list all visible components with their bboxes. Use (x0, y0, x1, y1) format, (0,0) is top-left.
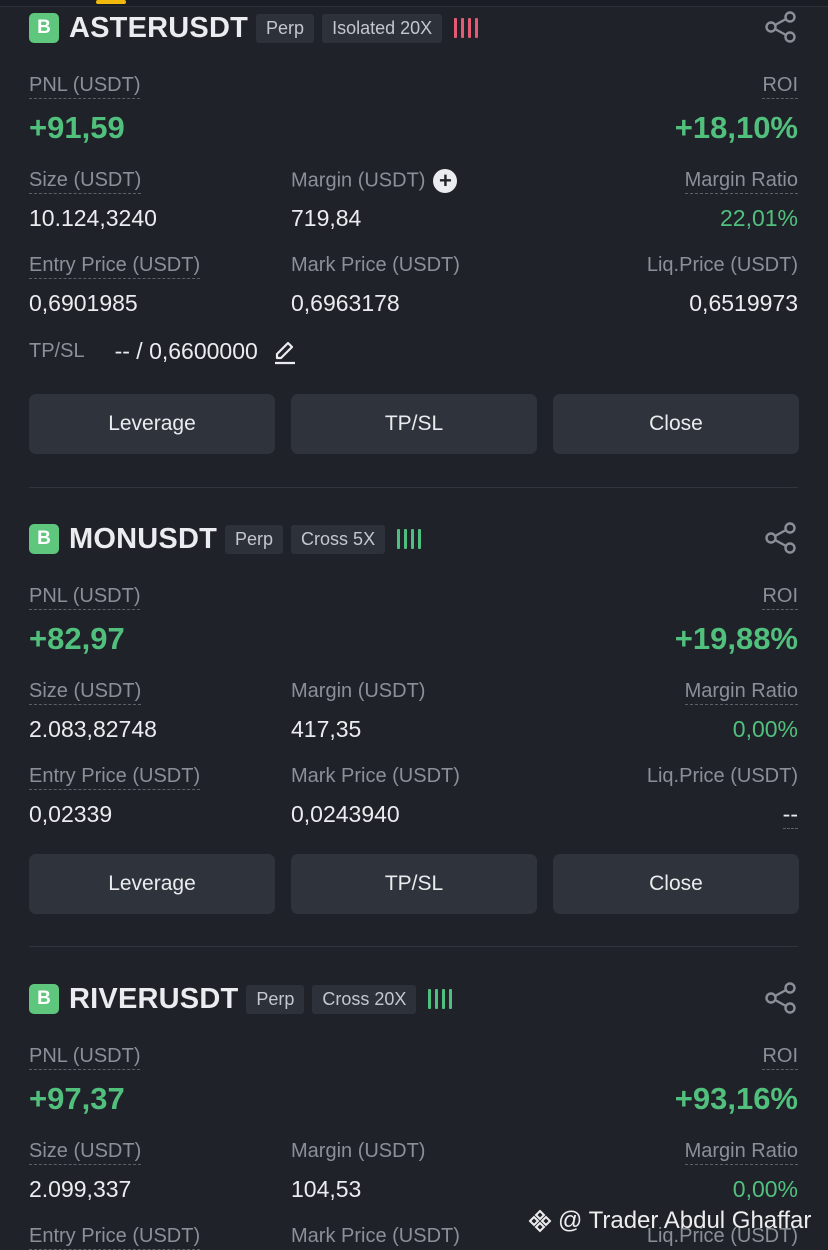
close-button[interactable]: Close (553, 854, 799, 914)
tpsl-button[interactable]: TP/SL (291, 854, 537, 914)
margin-label: Margin (USDT) (291, 680, 426, 702)
tpsl-value: -- / 0,6600000 (114, 338, 258, 364)
risk-level-icon (454, 16, 479, 40)
margin-ratio-value: 0,00% (732, 716, 798, 742)
size-label[interactable]: Size (USDT) (29, 1140, 142, 1165)
pnl-value: +97,37 (29, 1081, 125, 1116)
margin-label: Margin (USDT) (291, 169, 426, 192)
size-value: 2.099,337 (29, 1176, 132, 1202)
margin-label-wrap: Margin (USDT) + (291, 169, 458, 193)
perp-tag: Perp (256, 13, 315, 43)
position-header: B MONUSDT Perp Cross 5X (29, 519, 422, 559)
entry-price-value: 0,6901985 (29, 290, 138, 316)
tpsl-label: TP/SL (29, 340, 85, 362)
size-value: 10.124,3240 (29, 205, 157, 231)
margin-value: 417,35 (291, 716, 362, 742)
size-value: 2.083,82748 (29, 716, 157, 742)
liq-price-label: Liq.Price (USDT) (646, 1225, 798, 1247)
share-icon[interactable] (764, 521, 798, 555)
leverage-button[interactable]: Leverage (29, 854, 275, 914)
position-header: B RIVERUSDT Perp Cross 20X (29, 979, 453, 1019)
margin-mode-tag: Isolated 20X (322, 13, 443, 43)
position-header: B ASTERUSDT Perp Isolated 20X (29, 8, 479, 48)
share-icon[interactable] (764, 10, 798, 44)
symbol-title[interactable]: MONUSDT (69, 522, 218, 555)
margin-value: 104,53 (291, 1176, 362, 1202)
share-icon[interactable] (764, 981, 798, 1015)
pnl-label[interactable]: PNL (USDT) (29, 1045, 141, 1070)
mark-price-label: Mark Price (USDT) (291, 1225, 460, 1247)
active-tab-indicator (96, 0, 126, 4)
entry-price-value: 0,02339 (29, 801, 113, 827)
roi-label[interactable]: ROI (762, 585, 798, 610)
pnl-value: +91,59 (29, 110, 125, 145)
symbol-title[interactable]: RIVERUSDT (69, 982, 239, 1015)
liq-price-value: 0,6519973 (689, 290, 798, 316)
buy-side-badge: B (29, 524, 59, 554)
entry-price-label[interactable]: Entry Price (USDT) (29, 1225, 201, 1250)
entry-price-label[interactable]: Entry Price (USDT) (29, 765, 201, 790)
entry-price-label[interactable]: Entry Price (USDT) (29, 254, 201, 279)
roi-value: +19,88% (674, 621, 798, 656)
mark-price-label: Mark Price (USDT) (291, 765, 460, 787)
margin-label: Margin (USDT) (291, 1140, 426, 1162)
card-divider (29, 946, 798, 947)
pnl-label[interactable]: PNL (USDT) (29, 74, 141, 99)
leverage-button[interactable]: Leverage (29, 394, 275, 454)
margin-ratio-label[interactable]: Margin Ratio (684, 1140, 798, 1165)
risk-level-icon (397, 527, 422, 551)
plus-circle-icon[interactable]: + (433, 169, 458, 193)
roi-value: +93,16% (674, 1081, 798, 1116)
liq-price-label: Liq.Price (USDT) (646, 765, 798, 787)
perp-tag: Perp (246, 984, 305, 1014)
tpsl-row: TP/SL -- / 0,6600000 (29, 338, 298, 365)
margin-mode-tag: Cross 5X (291, 524, 386, 554)
buy-side-badge: B (29, 984, 59, 1014)
pnl-value: +82,97 (29, 621, 125, 656)
size-label[interactable]: Size (USDT) (29, 680, 142, 705)
perp-tag: Perp (225, 524, 284, 554)
margin-ratio-value: 0,00% (732, 1176, 798, 1202)
margin-ratio-label[interactable]: Margin Ratio (684, 169, 798, 194)
mark-price-value: 0,6963178 (291, 290, 400, 316)
margin-value: 719,84 (291, 205, 362, 231)
tpsl-button[interactable]: TP/SL (291, 394, 537, 454)
buy-side-badge: B (29, 13, 59, 43)
mark-price-value: 0,0243940 (291, 801, 400, 827)
card-divider (29, 487, 798, 488)
roi-value: +18,10% (674, 110, 798, 145)
roi-label[interactable]: ROI (762, 74, 798, 99)
margin-mode-tag: Cross 20X (312, 984, 417, 1014)
liq-price-label: Liq.Price (USDT) (646, 254, 798, 276)
mark-price-label: Mark Price (USDT) (291, 254, 460, 276)
risk-level-icon (428, 987, 453, 1011)
watermark: @ Trader Abdul Ghaffar (528, 1207, 811, 1235)
roi-label[interactable]: ROI (762, 1045, 798, 1070)
margin-ratio-value: 22,01% (719, 205, 798, 231)
margin-ratio-label[interactable]: Margin Ratio (684, 680, 798, 705)
size-label[interactable]: Size (USDT) (29, 169, 142, 194)
top-tab-bar (0, 0, 828, 7)
pnl-label[interactable]: PNL (USDT) (29, 585, 141, 610)
watermark-text: @ Trader Abdul Ghaffar (558, 1207, 812, 1234)
binance-logo-icon (528, 1209, 552, 1233)
edit-pencil-icon[interactable] (272, 339, 298, 365)
close-button[interactable]: Close (553, 394, 799, 454)
liq-price-value: -- (782, 801, 798, 829)
symbol-title[interactable]: ASTERUSDT (69, 11, 249, 44)
